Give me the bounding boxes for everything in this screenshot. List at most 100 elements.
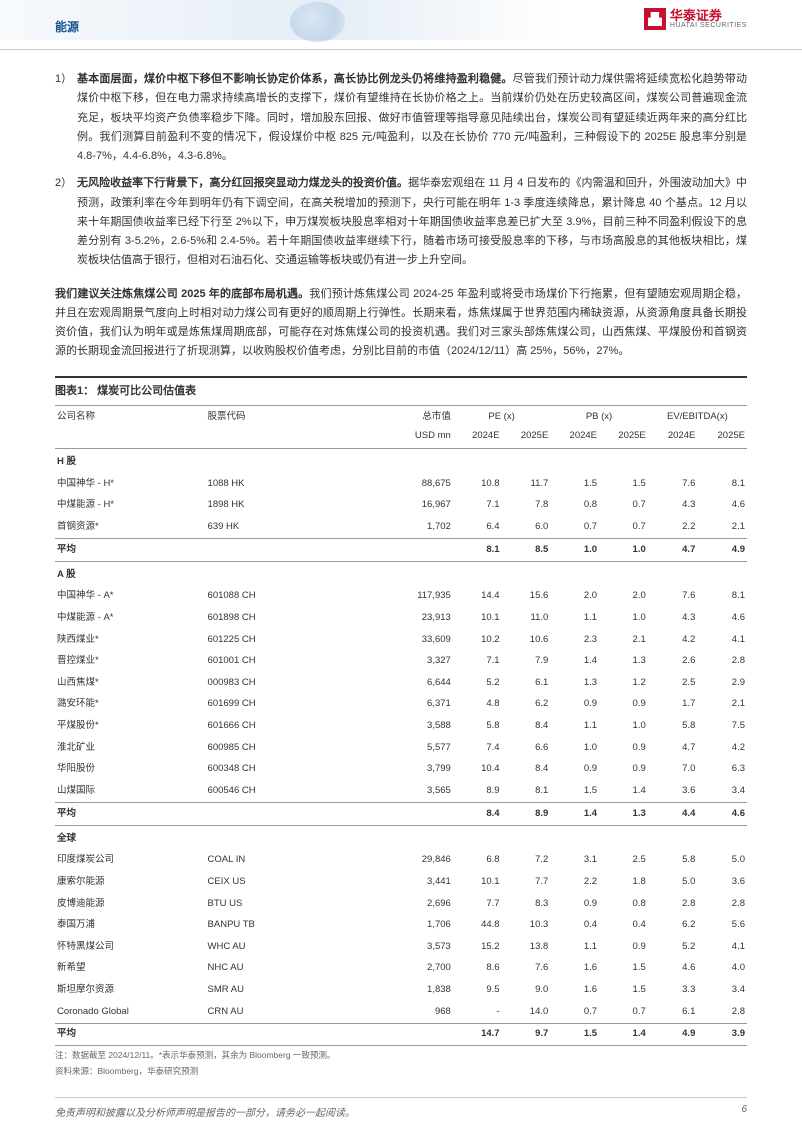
- table-cell: 5.8: [453, 716, 502, 738]
- th-name: 公司名称: [55, 406, 206, 426]
- table-cell: 9.0: [502, 980, 551, 1002]
- table-cell: 2.3: [550, 629, 599, 651]
- table-cell: 7.7: [502, 871, 551, 893]
- table-cell: 5,577: [335, 737, 453, 759]
- table-row: 山西焦煤*000983 CH6,6445.26.11.31.22.52.9: [55, 672, 747, 694]
- logo-en: HUATAI SECURITIES: [670, 22, 747, 29]
- table-cell: 3,327: [335, 651, 453, 673]
- table-cell: 2.0: [599, 586, 648, 608]
- para-2-bold: 无风险收益率下行背景下，高分红回报突显动力煤龙头的投资价值。: [77, 177, 408, 189]
- table-cell: 5.6: [697, 915, 747, 937]
- th-sub-0: [55, 425, 206, 448]
- th-sub-3: 2024E: [453, 425, 502, 448]
- th-sub-7: 2024E: [648, 425, 698, 448]
- page-footer: 免责声明和披露以及分析师声明是报告的一部分，请务必一起阅读。 6: [55, 1097, 747, 1119]
- table-title: 图表1： 煤炭可比公司估值表: [55, 376, 747, 406]
- table-cell: 1.4: [550, 651, 599, 673]
- section-name: 全球: [55, 825, 747, 850]
- table-cell: 9.5: [453, 980, 502, 1002]
- table-cell: Coronado Global: [55, 1001, 206, 1023]
- table-avg-row: 平均8.48.91.41.34.44.6: [55, 803, 747, 826]
- table-cell: 1.5: [550, 473, 599, 495]
- table-cell: 1.7: [648, 694, 698, 716]
- table-cell: 6.1: [648, 1001, 698, 1023]
- table-cell: 1,702: [335, 516, 453, 538]
- para-2-body: 无风险收益率下行背景下，高分红回报突显动力煤龙头的投资价值。据华泰宏观组在 11…: [77, 174, 747, 270]
- table-cell: 5.2: [648, 936, 698, 958]
- table-cell: 2.5: [599, 850, 648, 872]
- table-avg-cell: 1.3: [599, 803, 648, 826]
- table-cell: 117,935: [335, 586, 453, 608]
- table-cell: 6,371: [335, 694, 453, 716]
- table-cell: 中煤能源 - A*: [55, 607, 206, 629]
- table-cell: BANPU TB: [206, 915, 335, 937]
- table-avg-cell: [335, 803, 453, 826]
- table-cell: 6.3: [697, 759, 747, 781]
- th-pb: PB (x): [550, 406, 647, 426]
- section-name: A 股: [55, 561, 747, 586]
- para-3-bold: 我们建议关注炼焦煤公司 2025 年的底部布局机遇。: [55, 288, 309, 300]
- table-cell: 7.7: [453, 893, 502, 915]
- table-row: 晋控煤业*601001 CH3,3277.17.91.41.32.62.8: [55, 651, 747, 673]
- table-cell: 4.1: [697, 936, 747, 958]
- para-2-number: 2）: [55, 174, 77, 270]
- th-sub-6: 2025E: [599, 425, 648, 448]
- table-cell: 康索尔能源: [55, 871, 206, 893]
- table-cell: 4.3: [648, 607, 698, 629]
- table-cell: 15.2: [453, 936, 502, 958]
- table-avg-cell: 9.7: [502, 1023, 551, 1046]
- table-cell: 1.5: [599, 958, 648, 980]
- table-cell: CEIX US: [206, 871, 335, 893]
- table-cell: 11.0: [502, 607, 551, 629]
- table-body: H 股中国神华 - H*1088 HK88,67510.811.71.51.57…: [55, 449, 747, 1046]
- paragraph-3: 我们建议关注炼焦煤公司 2025 年的底部布局机遇。我们预计炼焦煤公司 2024…: [55, 285, 747, 362]
- table-cell: 8.9: [453, 780, 502, 802]
- table-row: 淮北矿业600985 CH5,5777.46.61.00.94.74.2: [55, 737, 747, 759]
- th-ev: EV/EBITDA(x): [648, 406, 747, 426]
- table-cell: 3,588: [335, 716, 453, 738]
- table-cell: 4.8: [453, 694, 502, 716]
- table-cell: 8.1: [502, 780, 551, 802]
- table-cell: 7.4: [453, 737, 502, 759]
- table-cell: 山煤国际: [55, 780, 206, 802]
- table-cell: 10.2: [453, 629, 502, 651]
- table-row: 山煤国际600546 CH3,5658.98.11.51.43.63.4: [55, 780, 747, 802]
- table-cell: 印度煤炭公司: [55, 850, 206, 872]
- table-cell: 1.5: [599, 473, 648, 495]
- table-cell: 15.6: [502, 586, 551, 608]
- table-cell: 7.9: [502, 651, 551, 673]
- main-content: 1） 基本面层面，煤价中枢下移但不影响长协定价体系，高长协比例龙头仍将维持盈利稳…: [0, 50, 802, 1078]
- table-cell: 潞安环能*: [55, 694, 206, 716]
- table-row: 中煤能源 - A*601898 CH23,91310.111.01.11.04.…: [55, 607, 747, 629]
- table-cell: 4.3: [648, 495, 698, 517]
- table-cell: 2.8: [697, 893, 747, 915]
- table-cell: 2.0: [550, 586, 599, 608]
- table-cell: CRN AU: [206, 1001, 335, 1023]
- table-cell: 0.7: [599, 516, 648, 538]
- table-cell: 6.8: [453, 850, 502, 872]
- table-cell: 10.1: [453, 871, 502, 893]
- table-cell: 2.2: [648, 516, 698, 538]
- table-cell: 601666 CH: [206, 716, 335, 738]
- th-sub-5: 2024E: [550, 425, 599, 448]
- table-avg-row: 平均8.18.51.01.04.74.9: [55, 539, 747, 562]
- table-cell: 44.8: [453, 915, 502, 937]
- table-cell: 8.1: [697, 586, 747, 608]
- table-cell: 1.5: [599, 980, 648, 1002]
- table-cell: 2,700: [335, 958, 453, 980]
- table-cell: 3,799: [335, 759, 453, 781]
- paragraph-2: 2） 无风险收益率下行背景下，高分红回报突显动力煤龙头的投资价值。据华泰宏观组在…: [55, 174, 747, 270]
- table-cell: 639 HK: [206, 516, 335, 538]
- table-cell: 0.8: [550, 495, 599, 517]
- table-cell: 0.9: [599, 694, 648, 716]
- table-avg-cell: 1.4: [599, 1023, 648, 1046]
- table-cell: 7.5: [697, 716, 747, 738]
- table-cell: 3.6: [697, 871, 747, 893]
- table-cell: 平煤股份*: [55, 716, 206, 738]
- table-cell: 6.2: [648, 915, 698, 937]
- table-row: 平煤股份*601666 CH3,5885.88.41.11.05.87.5: [55, 716, 747, 738]
- table-cell: 2.1: [697, 516, 747, 538]
- table-cell: 1.2: [599, 672, 648, 694]
- table-cell: 1.0: [599, 607, 648, 629]
- table-row: 新希望NHC AU2,7008.67.61.61.54.64.0: [55, 958, 747, 980]
